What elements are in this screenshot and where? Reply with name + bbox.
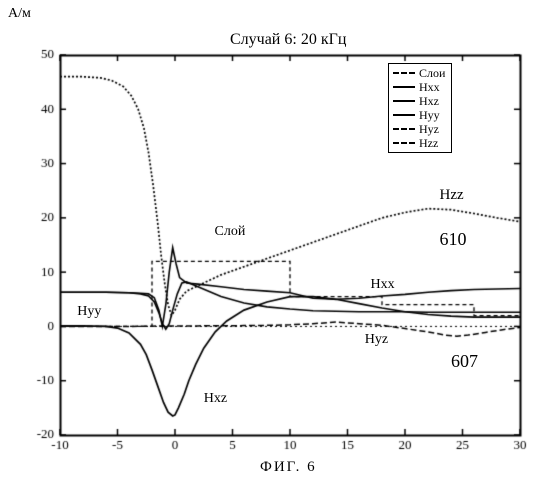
curve-label-hyy: Hyy	[77, 304, 101, 320]
annotation-607: 607	[451, 351, 478, 372]
legend-swatch	[393, 128, 415, 130]
legend: СлоиHxxHxzHyyHyzHzz	[388, 63, 452, 153]
annotation-610: 610	[440, 229, 467, 250]
y-axis-unit-label: А/м	[8, 6, 31, 22]
legend-item-hxx: Hxx	[393, 80, 445, 94]
legend-swatch	[393, 114, 415, 116]
legend-swatch	[393, 142, 415, 144]
legend-item-hxz: Hxz	[393, 94, 445, 108]
legend-label: Hyy	[419, 108, 440, 122]
legend-item-hzz: Hzz	[393, 136, 445, 150]
legend-item-слои: Слои	[393, 66, 445, 80]
legend-label: Hzz	[419, 136, 438, 150]
legend-swatch	[393, 100, 415, 102]
legend-label: Hxx	[419, 80, 440, 94]
legend-item-hyy: Hyy	[393, 108, 445, 122]
curve-label-hxz: Hxz	[204, 391, 227, 407]
figure-caption: ФИГ. 6	[260, 459, 317, 476]
legend-swatch	[393, 86, 415, 88]
legend-label: Слои	[419, 66, 445, 80]
legend-label: Hxz	[419, 94, 439, 108]
legend-label: Hyz	[419, 122, 439, 136]
legend-swatch	[393, 72, 415, 74]
chart-canvas	[0, 0, 559, 500]
legend-item-hyz: Hyz	[393, 122, 445, 136]
curve-label-hyz: Hyz	[365, 332, 388, 348]
curve-label-hzz: Hzz	[440, 187, 464, 204]
chart-title: Случай 6: 20 кГц	[230, 31, 346, 49]
curve-label-hxx: Hxx	[371, 277, 395, 293]
layer-inner-label: Слой	[215, 224, 246, 240]
